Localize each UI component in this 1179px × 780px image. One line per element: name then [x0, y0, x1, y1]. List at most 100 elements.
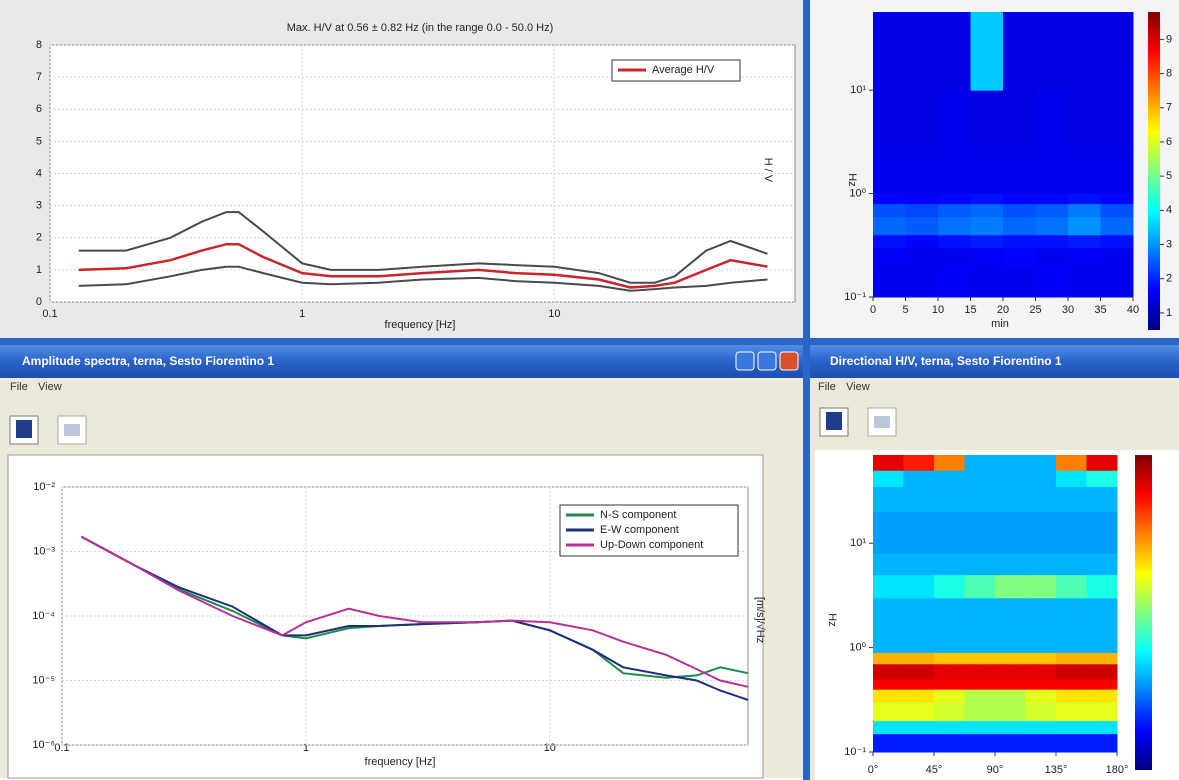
colorbar-tick-label: 7	[1166, 102, 1172, 114]
heatmap-cell	[1025, 720, 1057, 735]
heatmap-cell	[903, 553, 935, 576]
x-tick-label: 45°	[926, 764, 943, 776]
heatmap-cell	[873, 203, 906, 218]
menu-item[interactable]: File	[818, 381, 836, 393]
y-tick-label: 10⁻⁶	[32, 739, 55, 751]
heatmap-cell	[1003, 247, 1036, 267]
heatmap-cell	[1086, 663, 1118, 680]
heatmap-cell	[1100, 12, 1134, 91]
heatmap-cell	[1035, 234, 1069, 249]
heatmap-cell	[1003, 90, 1036, 145]
close-button[interactable]	[779, 351, 799, 371]
heatmap-cell	[1086, 689, 1118, 703]
heatmap-cell	[934, 470, 965, 487]
heatmap-cell	[1086, 455, 1118, 471]
heatmap-cell	[995, 597, 1026, 630]
heatmap-cell	[873, 511, 904, 554]
heatmap-cell	[934, 629, 965, 653]
y-tick-label: 10¹	[850, 84, 866, 96]
heatmap-cell	[903, 652, 935, 665]
heatmap-cell	[964, 511, 996, 554]
heatmap-cell	[964, 689, 996, 703]
y-tick-label: 10⁻¹	[844, 291, 866, 303]
heatmap-cell	[1100, 216, 1134, 236]
heatmap-cell	[964, 629, 996, 653]
heatmap-cell	[905, 265, 939, 298]
heatmap-cell	[873, 652, 904, 665]
heatmap-cell	[903, 470, 935, 487]
y-tick-label: 10⁻¹	[844, 746, 866, 758]
x-tick-label: 0.1	[54, 742, 69, 754]
heatmap-cell	[1086, 702, 1118, 722]
heatmap-cell	[1025, 689, 1057, 703]
y-tick-label: 10⁻⁵	[32, 674, 55, 686]
legend-label: Average H/V	[652, 64, 715, 76]
x-tick-label: 5	[902, 304, 908, 316]
x-tick-label: 0.1	[42, 308, 57, 320]
heatmap-cell	[1086, 733, 1118, 753]
heatmap-cell	[1086, 470, 1118, 487]
heatmap-cell	[995, 679, 1026, 690]
heatmap-cell	[964, 574, 996, 599]
heatmap-cell	[964, 486, 996, 513]
y-tick-label: 2	[36, 232, 42, 244]
print-button[interactable]	[57, 415, 87, 445]
menu-item[interactable]: File	[10, 381, 28, 393]
colorbar-tick-label: 8	[1166, 67, 1172, 79]
heatmap-cell	[873, 733, 904, 753]
heatmap-cell	[970, 144, 1004, 195]
heatmap-cell	[873, 689, 904, 703]
x-tick-label: 90°	[987, 764, 1004, 776]
heatmap-cell	[934, 720, 965, 735]
save-icon	[16, 420, 32, 438]
heatmap-cell	[1068, 203, 1101, 218]
heatmap-cell	[1086, 679, 1118, 690]
heatmap-cell	[873, 265, 906, 298]
heatmap-cell	[995, 629, 1026, 653]
heatmap-cell	[903, 574, 935, 599]
heatmap-cell	[970, 12, 1004, 91]
heatmap-cell	[964, 720, 996, 735]
heatmap-cell	[1025, 733, 1057, 753]
heatmap-cell	[873, 553, 904, 576]
heatmap-cell	[938, 234, 971, 249]
heatmap-cell	[1086, 652, 1118, 665]
heatmap-cell	[1056, 455, 1087, 471]
heatmap-cell	[1025, 574, 1057, 599]
x-axis-label: frequency [Hz]	[385, 319, 456, 331]
colorbar	[1135, 455, 1152, 770]
heatmap-cell	[1086, 511, 1118, 554]
heatmap-cell	[1068, 90, 1101, 145]
heatmap-cell	[873, 193, 906, 205]
heatmap-cell	[1068, 193, 1101, 205]
heatmap-cell	[964, 663, 996, 680]
x-tick-label: 20	[997, 304, 1009, 316]
heatmap-cell	[964, 679, 996, 690]
heatmap-cell	[938, 247, 971, 267]
minimize-button[interactable]	[735, 351, 755, 371]
heatmap-cell	[903, 679, 935, 690]
x-tick-label: 35	[1094, 304, 1106, 316]
heatmap-cell	[995, 689, 1026, 703]
heatmap-cell	[903, 702, 935, 722]
menu-item[interactable]: View	[38, 381, 62, 393]
heatmap-cell	[1100, 234, 1134, 249]
heatmap-cell	[903, 733, 935, 753]
heatmap-cell	[938, 203, 971, 218]
heatmap-cell	[1035, 193, 1069, 205]
heatmap-cell	[934, 689, 965, 703]
legend-label: N-S component	[600, 509, 676, 521]
legend-label: Up-Down component	[600, 539, 703, 551]
heatmap-cell	[873, 90, 906, 145]
maximize-button[interactable]	[757, 351, 777, 371]
heatmap-cell	[934, 652, 965, 665]
heatmap-cell	[970, 247, 1004, 267]
heatmap-cell	[903, 455, 935, 471]
heatmap-cell	[964, 553, 996, 576]
heatmap-cell	[938, 144, 971, 195]
heatmap-cell	[1100, 144, 1134, 195]
heatmap-cell	[873, 12, 906, 91]
menu-item[interactable]: View	[846, 381, 870, 393]
heatmap-cell	[964, 470, 996, 487]
